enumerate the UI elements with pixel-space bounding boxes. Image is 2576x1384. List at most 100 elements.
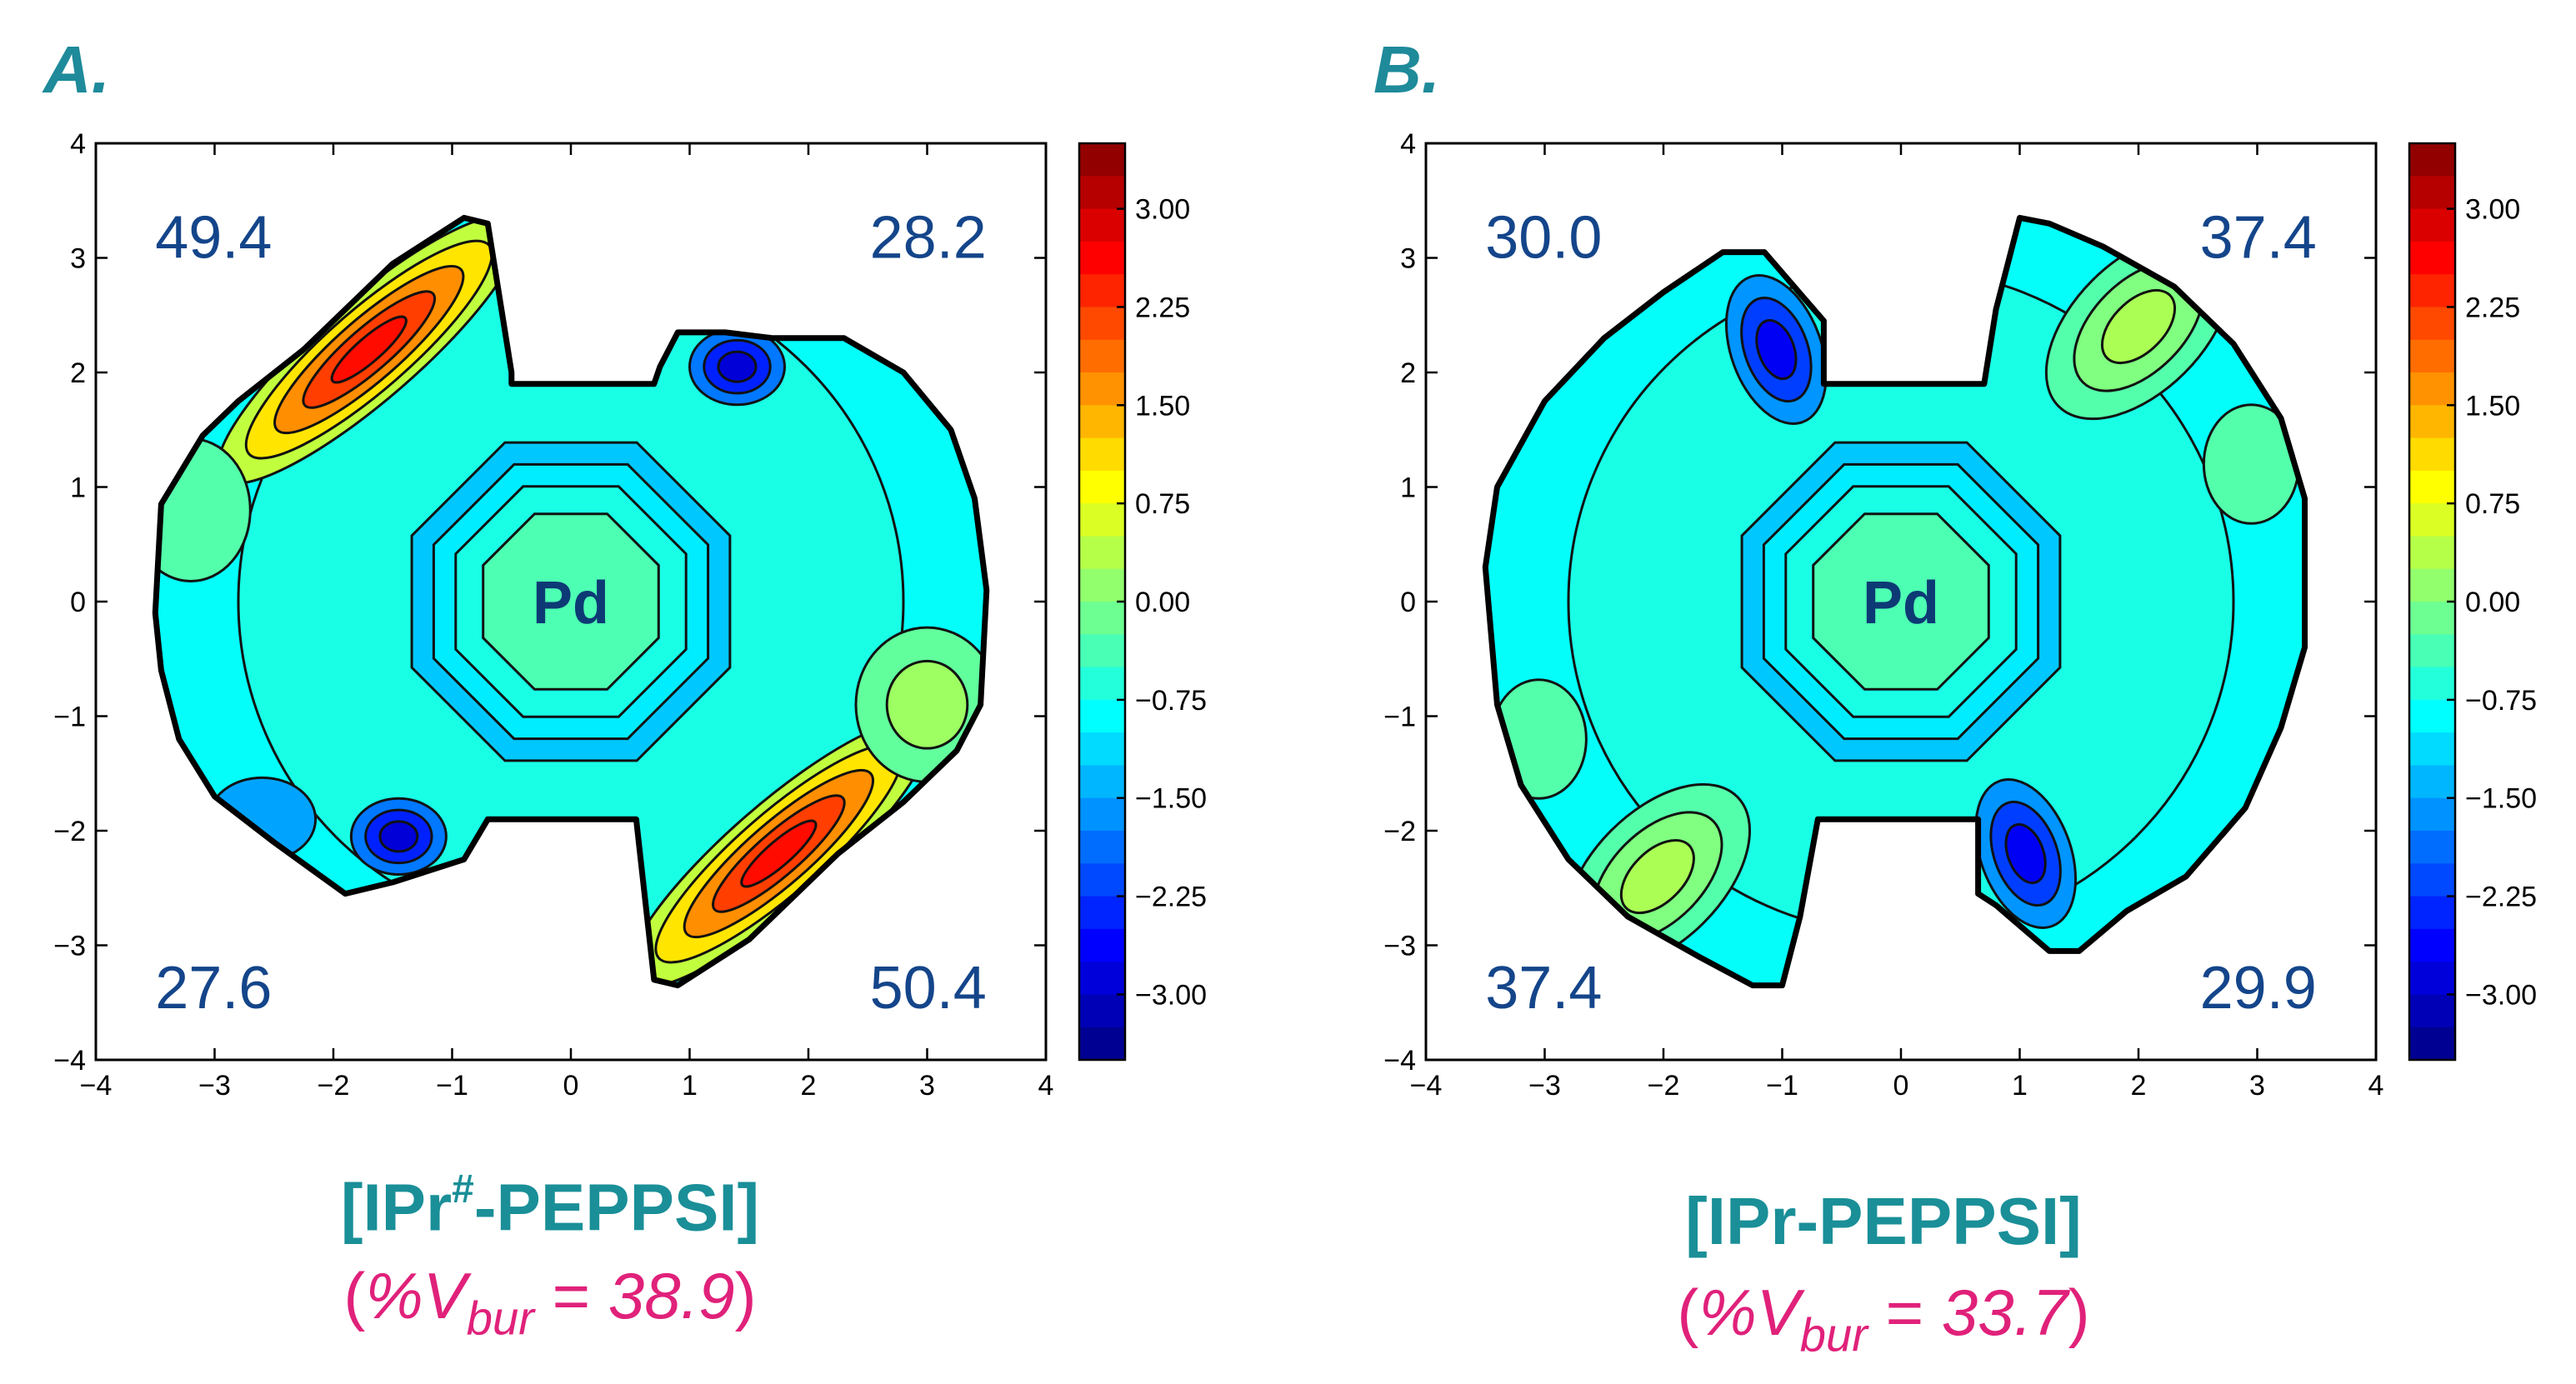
a-colorbar-band <box>1079 863 1125 897</box>
a-ytick-label: 1 <box>70 472 86 504</box>
a-colorbar-label: 0.75 <box>1135 488 1190 520</box>
a-colorbar-label: 3.00 <box>1135 194 1190 226</box>
b-colorbar-label: 3.00 <box>2465 194 2520 226</box>
b-colorbar-label: 0.00 <box>2465 587 2520 618</box>
a-xtick-label: −3 <box>198 1070 231 1102</box>
b-ytick-label: 1 <box>1400 472 1416 504</box>
a-colorbar-band <box>1079 241 1125 275</box>
a-ring-contour <box>482 512 660 691</box>
b-colorbar-band <box>2409 994 2455 1028</box>
b-ytick-label: −3 <box>1383 931 1416 962</box>
a-quadrant-top-right: 28.2 <box>870 205 987 272</box>
a-region-contour <box>330 315 408 384</box>
b-colorbar-band <box>2409 176 2455 210</box>
a-ytick-label: 2 <box>70 357 86 389</box>
a-colorbar-band <box>1079 274 1125 308</box>
a-ytick-label: 4 <box>70 128 86 160</box>
a-ytick-label: −1 <box>53 702 86 733</box>
b-colorbar-band <box>2409 568 2455 602</box>
a-colorbar-band <box>1079 143 1125 177</box>
a-xtick-label: 3 <box>919 1070 935 1102</box>
a-quadrant-bottom-right: 50.4 <box>870 955 987 1022</box>
b-region-contour <box>2100 288 2177 365</box>
b-xtick-label: 0 <box>1893 1070 1909 1102</box>
a-colorbar-label: −0.75 <box>1135 685 1207 717</box>
b-colorbar-band <box>2409 405 2455 439</box>
b-colorbar-label: −0.75 <box>2465 685 2537 717</box>
a-quadrant-top-left: 49.4 <box>155 205 272 272</box>
a-colorbar-label: −2.25 <box>1135 882 1207 913</box>
contour-plot-a: −4 −3 −2 −1 0 1 2 3 4 −4 −3 −2 −1 0 1 2 3 4 49.4 28.2 27.6 50… <box>53 128 1207 1102</box>
b-colorbar-band <box>2409 634 2455 668</box>
a-ytick-label: −2 <box>53 816 86 847</box>
b-colorbar-band <box>2409 928 2455 962</box>
a-xtick-label: 2 <box>801 1070 817 1102</box>
a-colorbar-label: 2.25 <box>1135 292 1190 323</box>
b-quadrant-top-left: 30.0 <box>1485 205 1602 272</box>
b-xtick-label: −2 <box>1648 1070 1680 1102</box>
b-colorbar-band <box>2409 699 2455 733</box>
a-ytick-label: −3 <box>53 931 86 962</box>
b-colorbar-band <box>2409 1027 2455 1061</box>
b-xtick-label: 4 <box>2368 1070 2384 1102</box>
b-ytick-label: −4 <box>1383 1045 1416 1077</box>
a-colorbar-band <box>1079 437 1125 472</box>
b-colorbar-label: −2.25 <box>2465 882 2537 913</box>
b-colorbar-band <box>2409 143 2455 177</box>
a-colorbar-band <box>1079 928 1125 962</box>
vbur-b-value: 33.7 <box>1941 1276 2068 1349</box>
b-colorbar-band <box>2409 667 2455 701</box>
a-colorbar-band <box>1079 1027 1125 1061</box>
a-xtick-label: −2 <box>318 1070 350 1102</box>
b-ytick-label: −2 <box>1383 816 1416 847</box>
b-colorbar-band <box>2409 339 2455 373</box>
b-ring-contour <box>1812 512 1990 691</box>
b-colorbar-band <box>2409 765 2455 799</box>
b-region-contour <box>2004 822 2047 885</box>
a-colorbar-band <box>1079 896 1125 930</box>
b-colorbar-label: −3.00 <box>2465 979 2537 1011</box>
a-ytick-label: −4 <box>53 1045 86 1077</box>
a-colorbar-label: 0.00 <box>1135 587 1190 618</box>
b-colorbar-band <box>2409 274 2455 308</box>
a-xtick-label: 0 <box>563 1070 579 1102</box>
b-xtick-label: −3 <box>1528 1070 1561 1102</box>
b-region-contour <box>1619 838 1695 915</box>
b-colorbar-band <box>2409 503 2455 537</box>
vbur-a-value: 38.9 <box>608 1259 735 1332</box>
panel-b-label: B. <box>1373 32 1440 107</box>
a-colorbar-band <box>1079 602 1125 636</box>
compound-a-rest: -PEPPSI] <box>473 1170 760 1245</box>
b-ytick-label: −1 <box>1383 702 1416 733</box>
b-region-contour <box>1755 318 1798 381</box>
a-colorbar-band <box>1079 372 1125 407</box>
b-colorbar-band <box>2409 307 2455 341</box>
b-colorbar-band <box>2409 732 2455 767</box>
b-ytick-label: 0 <box>1400 587 1416 618</box>
compound-label-a: [IPr#-PEPPSI] <box>175 1167 925 1247</box>
b-colorbar-band <box>2409 437 2455 472</box>
a-colorbar-band <box>1079 765 1125 799</box>
b-colorbar-label: 0.75 <box>2465 488 2520 520</box>
vbur-b-subscript: bur <box>1799 1308 1868 1362</box>
a-contour-fill <box>155 217 987 986</box>
compound-a-superscript: # <box>452 1167 474 1212</box>
b-outline <box>1482 214 2308 989</box>
b-colorbar-label: 1.50 <box>2465 390 2520 422</box>
b-center-label: Pd <box>1863 570 1939 637</box>
a-region-contour <box>717 350 758 383</box>
a-colorbar-band <box>1079 797 1125 832</box>
vbur-a-subscript: bur <box>466 1292 534 1345</box>
a-region-contour <box>885 659 969 750</box>
a-xtick-label: 4 <box>1038 1070 1054 1102</box>
b-colorbar-band <box>2409 470 2455 504</box>
a-colorbar-band <box>1079 962 1125 996</box>
a-colorbar-band <box>1079 568 1125 602</box>
b-xtick-label: 3 <box>2249 1070 2265 1102</box>
b-colorbar-band <box>2409 602 2455 636</box>
b-colorbar-label: 2.25 <box>2465 292 2520 323</box>
b-colorbar-band <box>2409 831 2455 865</box>
b-xtick-label: −4 <box>1410 1070 1443 1102</box>
a-colorbar-label: −3.00 <box>1135 979 1207 1011</box>
a-outline <box>152 214 990 989</box>
